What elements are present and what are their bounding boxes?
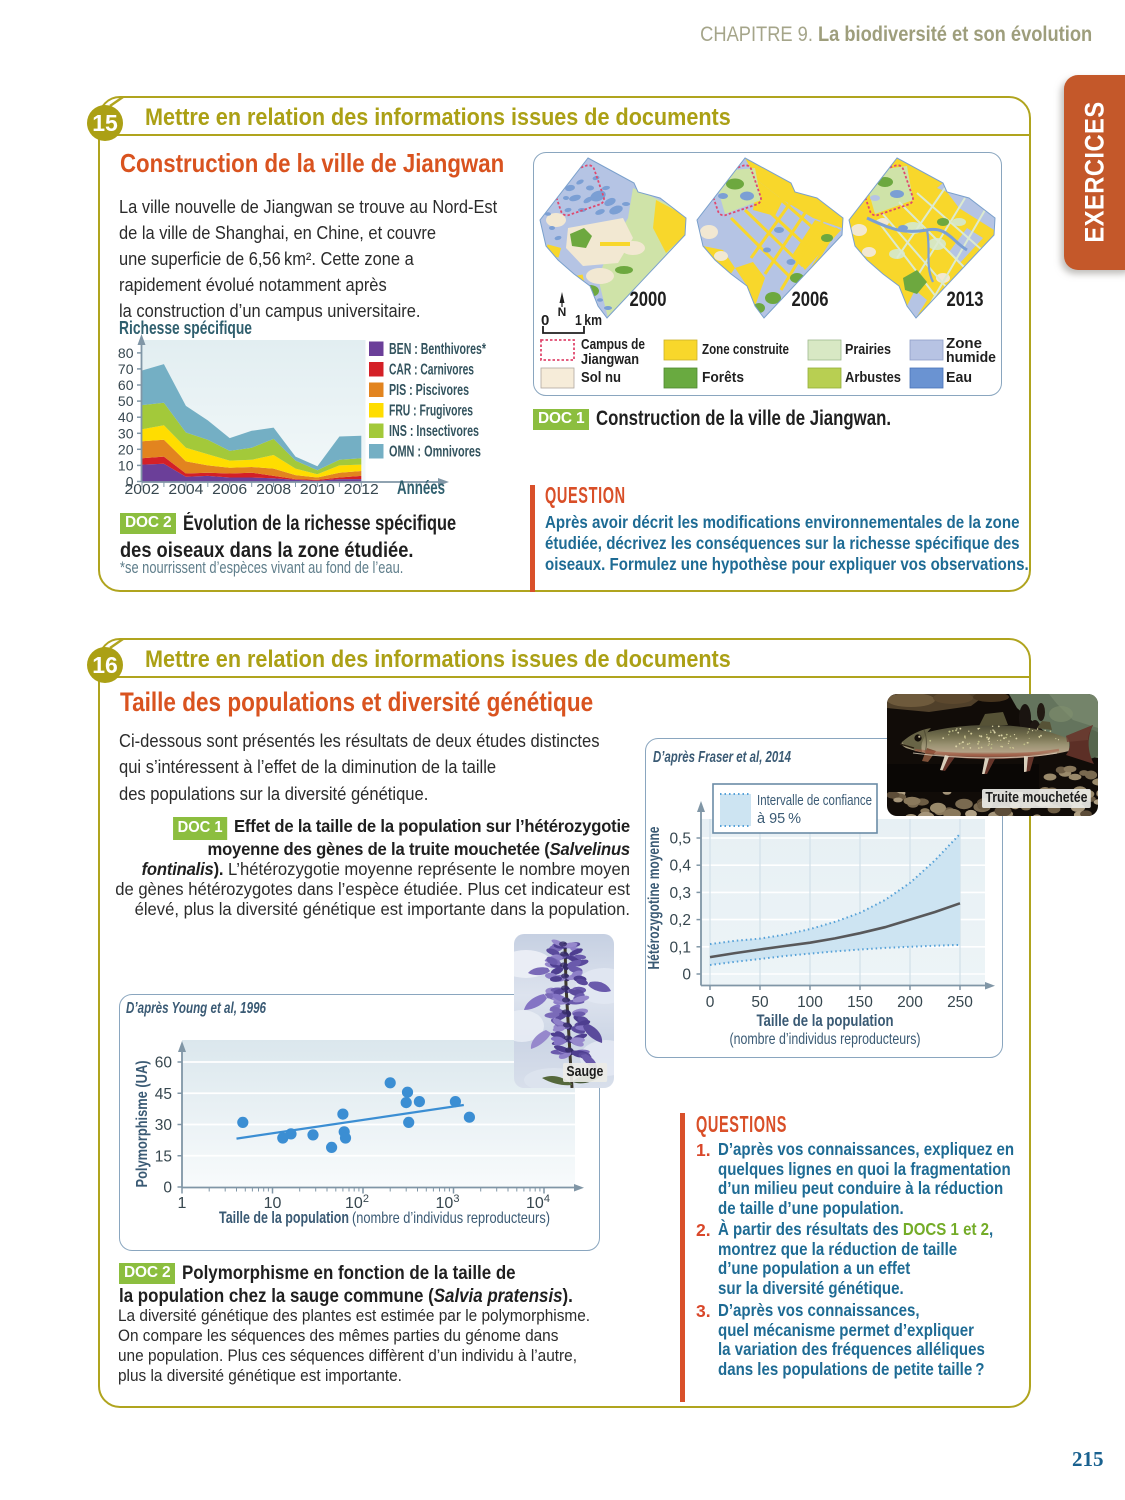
svg-text:OMN : Omnivores: OMN : Omnivores xyxy=(389,444,481,461)
svg-text:PIS : Piscivores: PIS : Piscivores xyxy=(389,382,469,399)
svg-text:Jiangwan: Jiangwan xyxy=(581,351,639,368)
svg-text:60: 60 xyxy=(118,377,134,393)
svg-text:Taille de la population: Taille de la population xyxy=(219,1209,349,1227)
svg-text:INS : Insectivores: INS : Insectivores xyxy=(389,423,479,440)
svg-text:45: 45 xyxy=(155,1086,172,1103)
svg-text:Forêts: Forêts xyxy=(702,369,744,386)
svg-text:2013: 2013 xyxy=(947,288,984,311)
svg-text:15: 15 xyxy=(155,1148,172,1165)
svg-text:2012: 2012 xyxy=(344,482,379,498)
svg-text:Eau: Eau xyxy=(946,369,972,386)
svg-text:Années: Années xyxy=(397,478,445,499)
svg-text:80: 80 xyxy=(118,345,134,361)
svg-text:2004: 2004 xyxy=(168,482,203,498)
svg-text:Polymorphisme (UA): Polymorphisme (UA) xyxy=(134,1061,151,1188)
svg-text:40: 40 xyxy=(118,409,134,425)
svg-text:Hétérozygotine moyenne: Hétérozygotine moyenne xyxy=(646,826,663,969)
svg-text:2006: 2006 xyxy=(792,288,829,311)
svg-text:Taille de la population: Taille de la population xyxy=(757,1011,894,1030)
svg-text:Prairies: Prairies xyxy=(845,341,891,358)
svg-text:30: 30 xyxy=(155,1117,173,1134)
svg-text:0,2: 0,2 xyxy=(669,912,691,929)
svg-text:2002: 2002 xyxy=(125,482,160,498)
svg-text:1 km: 1 km xyxy=(575,312,602,329)
svg-text:2008: 2008 xyxy=(256,482,291,498)
svg-text:20: 20 xyxy=(118,441,134,457)
svg-text:250: 250 xyxy=(947,994,973,1011)
svg-text:100: 100 xyxy=(797,994,823,1011)
svg-text:D’après Fraser et al, 2014: D’après Fraser et al, 2014 xyxy=(653,749,791,766)
svg-text:0,1: 0,1 xyxy=(669,939,691,956)
svg-text:Intervalle de confiance: Intervalle de confiance xyxy=(757,793,872,809)
svg-text:FRU : Frugivores: FRU : Frugivores xyxy=(389,403,473,420)
svg-text:Richesse spécifique: Richesse spécifique xyxy=(119,318,252,338)
svg-text:humide: humide xyxy=(946,349,996,366)
svg-text:0: 0 xyxy=(682,967,691,984)
svg-text:Sol nu: Sol nu xyxy=(581,369,621,386)
svg-text:à 95 %: à 95 % xyxy=(757,811,801,827)
svg-text:50: 50 xyxy=(118,393,134,409)
svg-text:Campus de: Campus de xyxy=(581,336,645,353)
svg-text:2006: 2006 xyxy=(212,482,247,498)
svg-text:0,3: 0,3 xyxy=(669,885,691,902)
svg-text:2000: 2000 xyxy=(630,288,667,311)
svg-text:60: 60 xyxy=(155,1055,173,1072)
svg-text:2010: 2010 xyxy=(300,482,335,498)
svg-text:1: 1 xyxy=(178,1195,187,1212)
svg-text:10: 10 xyxy=(118,457,134,473)
svg-text:(nombre d’individus reproducte: (nombre d’individus reproducteurs) xyxy=(730,1031,921,1048)
svg-text:(nombre d’individus reproducte: (nombre d’individus reproducteurs) xyxy=(352,1210,550,1227)
svg-text:0: 0 xyxy=(706,994,715,1011)
svg-text:30: 30 xyxy=(118,425,134,441)
svg-text:CAR : Carnivores: CAR : Carnivores xyxy=(389,362,474,379)
svg-text:0,4: 0,4 xyxy=(669,858,691,875)
svg-text:Zone construite: Zone construite xyxy=(702,341,789,358)
svg-text:10: 10 xyxy=(264,1195,282,1212)
svg-text:Arbustes: Arbustes xyxy=(845,369,901,386)
svg-text:0: 0 xyxy=(126,474,134,490)
svg-text:D’après Young et al, 1996: D’après Young et al, 1996 xyxy=(126,1000,266,1017)
svg-text:70: 70 xyxy=(118,361,134,377)
svg-text:Zone: Zone xyxy=(946,335,982,352)
svg-text:0,5: 0,5 xyxy=(669,831,691,848)
svg-text:50: 50 xyxy=(751,994,769,1011)
svg-text:200: 200 xyxy=(897,994,923,1011)
svg-text:BEN : Benthivores*: BEN : Benthivores* xyxy=(389,341,487,358)
svg-text:150: 150 xyxy=(847,994,873,1011)
svg-text:0: 0 xyxy=(541,312,549,329)
svg-text:N: N xyxy=(558,305,567,319)
svg-text:0: 0 xyxy=(163,1180,172,1197)
